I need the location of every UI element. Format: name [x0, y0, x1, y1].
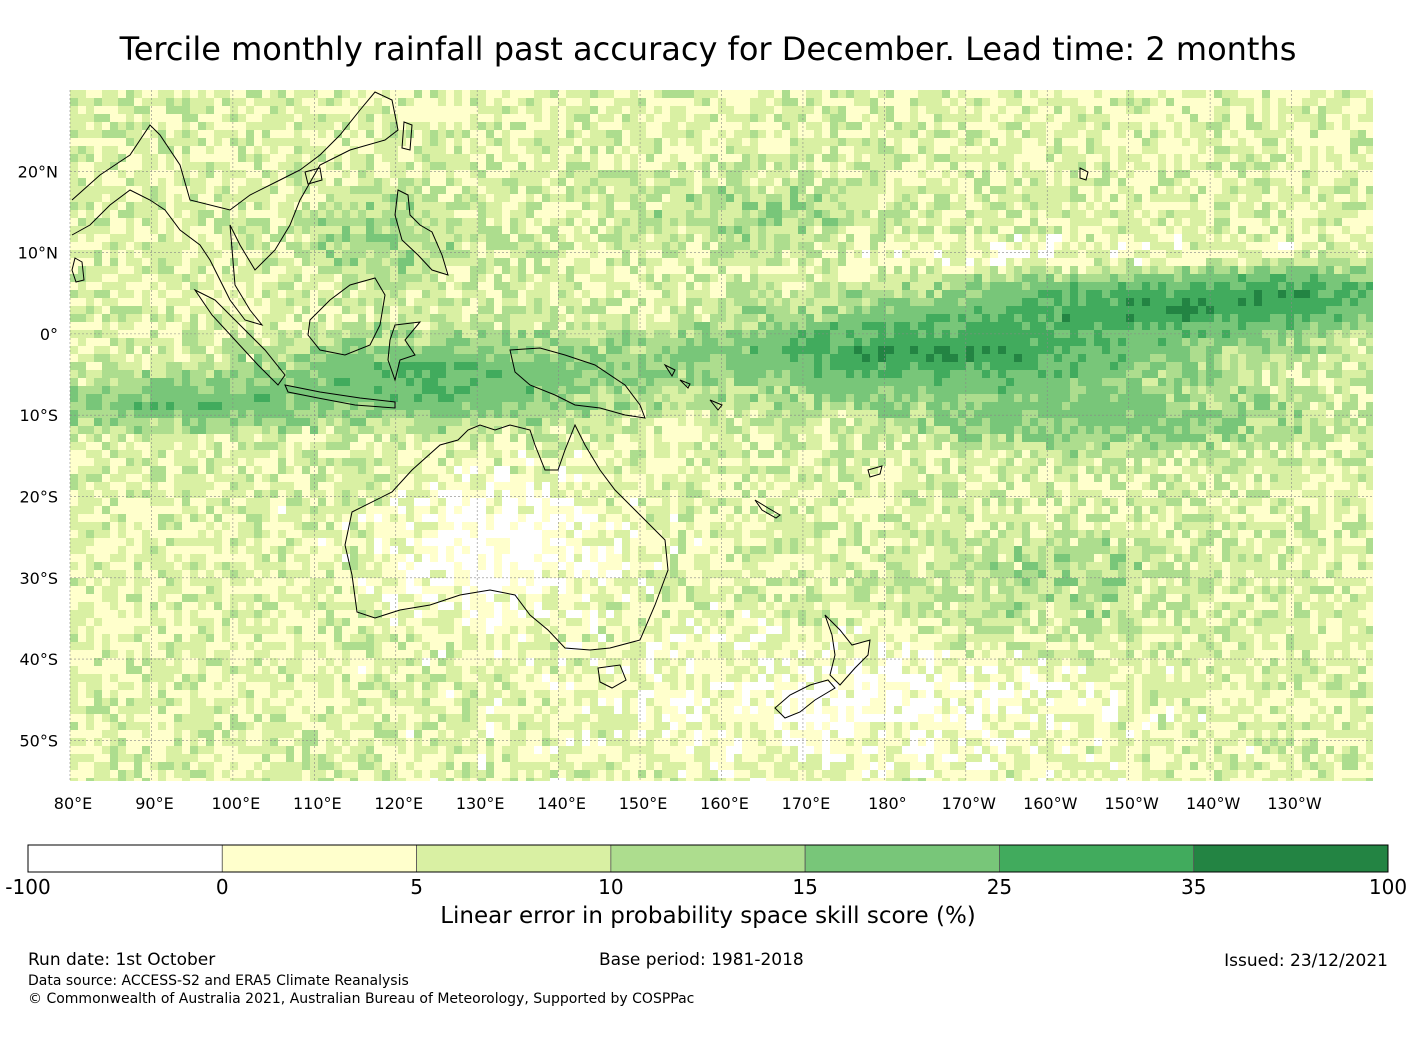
copyright: © Commonwealth of Australia 2021, Austra… [28, 991, 695, 1007]
latitude-label: 10°S [19, 406, 58, 425]
colorbar-label: Linear error in probability space skill … [440, 903, 976, 929]
base-period: Base period: 1981-2018 [599, 950, 804, 970]
colorbar-segment [804, 844, 1000, 873]
longitude-label: 130°E [456, 794, 505, 813]
coastline-new-caledonia [754, 499, 781, 519]
coastline-se-asia [71, 91, 399, 326]
colorbar-segment [1193, 844, 1389, 873]
latitude-label: 20°N [18, 162, 58, 181]
chart-title: Tercile monthly rainfall past accuracy f… [119, 30, 1297, 68]
colorbar-tick-label: -100 [5, 875, 50, 899]
coastline-sumatra [193, 288, 286, 386]
longitude-label: 90°E [135, 794, 173, 813]
longitude-label: 160°W [1023, 794, 1078, 813]
colorbar-segment [999, 844, 1195, 873]
colorbar-tick-label: 35 [1181, 875, 1206, 899]
longitude-label: 130°W [1267, 794, 1322, 813]
coastline-nz-north [824, 614, 871, 686]
coastline-new-guinea [509, 347, 646, 419]
colorbar-tick-label: 25 [987, 875, 1012, 899]
coastline-sulawesi [387, 321, 422, 382]
latitude-labels: 20°N 10°N 0° 10°S 20°S 30°S 40°S 50°S [18, 162, 58, 750]
coastline-philippines [394, 189, 449, 276]
coastline-borneo [307, 277, 386, 356]
coastline-hainan [304, 167, 323, 185]
skill-raster [70, 90, 1373, 781]
longitude-label: 100°E [212, 794, 261, 813]
coastline-sri-lanka [71, 257, 85, 283]
coastline-java [284, 384, 396, 409]
longitude-label: 170°E [782, 794, 831, 813]
longitude-label: 160°E [700, 794, 749, 813]
longitude-label: 140°W [1186, 794, 1241, 813]
run-date: Run date: 1st October [28, 950, 216, 970]
coastline-fiji [867, 465, 883, 478]
coastline-taiwan [401, 121, 413, 151]
latitude-label: 50°S [19, 731, 58, 750]
latitude-label: 40°S [19, 650, 58, 669]
longitude-label: 170°W [942, 794, 997, 813]
colorbar-segment [27, 844, 223, 873]
longitude-label: 180° [868, 794, 907, 813]
coastlines [71, 91, 1089, 719]
colorbar-tick-labels: -100 0 5 10 15 25 35 100 [5, 875, 1407, 899]
coastline-hawaii [1079, 167, 1089, 181]
issued-date: Issued: 23/12/2021 [1224, 951, 1388, 971]
colorbar-tick-label: 5 [410, 875, 423, 899]
longitude-labels: 80°E 90°E 100°E 110°E 120°E 130°E 140°E 150°E 16… [54, 794, 1322, 813]
coastline-nz-south [774, 679, 836, 719]
longitude-label: 80°E [54, 794, 92, 813]
longitude-label: 120°E [374, 794, 423, 813]
longitude-label: 140°E [537, 794, 586, 813]
latitude-label: 0° [40, 325, 58, 344]
latitude-label: 20°S [19, 487, 58, 506]
colorbar-outline [27, 844, 1389, 873]
colorbar-tick-label: 10 [598, 875, 623, 899]
colorbar-segment [610, 844, 806, 873]
coastline-solomons [663, 363, 723, 411]
coastline-australia [344, 423, 669, 651]
latitude-label: 10°N [18, 244, 58, 263]
colorbar-tick-label: 15 [792, 875, 817, 899]
data-source: Data source: ACCESS-S2 and ERA5 Climate … [28, 973, 409, 989]
colorbar-segment [221, 844, 417, 873]
colorbar-tick-label: 0 [216, 875, 229, 899]
longitude-label: 150°W [1105, 794, 1160, 813]
colorbar [27, 844, 1389, 873]
colorbar-tick-label: 100 [1369, 875, 1407, 899]
graticule [69, 90, 1373, 781]
longitude-label: 150°E [619, 794, 668, 813]
colorbar-segment [416, 844, 612, 873]
coastline-tasmania [597, 664, 627, 689]
longitude-label: 110°E [293, 794, 342, 813]
latitude-label: 30°S [19, 569, 58, 588]
